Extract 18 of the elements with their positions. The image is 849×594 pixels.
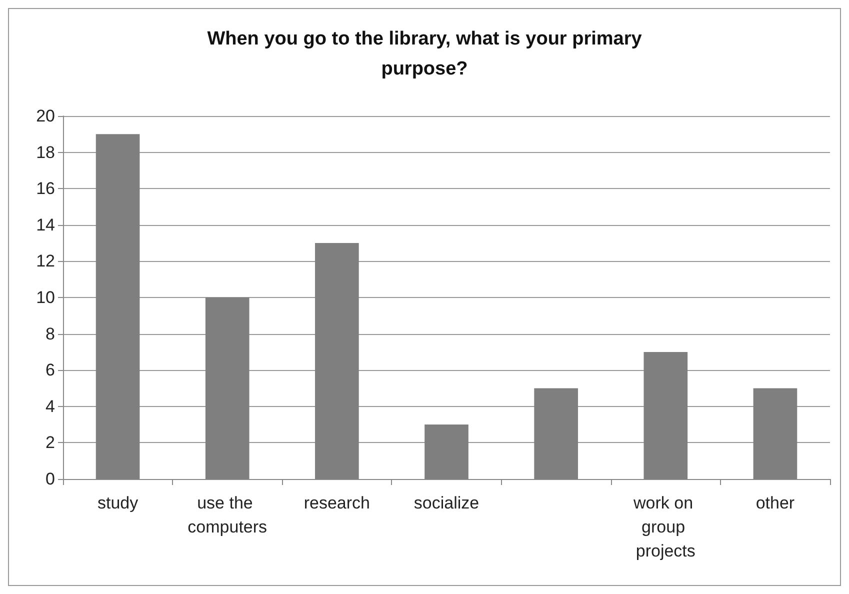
x-tick-label: other <box>756 494 795 512</box>
y-tick-label: 14 <box>36 215 55 234</box>
y-tick-label: 6 <box>46 360 55 380</box>
y-tick-label: 20 <box>36 106 55 126</box>
y-tick-label: 18 <box>36 142 55 162</box>
y-tick-label: 12 <box>36 252 55 271</box>
y-tick-label: 4 <box>46 396 55 416</box>
x-tick-label: socialize <box>414 494 480 512</box>
x-tick-label: research <box>304 494 370 512</box>
y-tick-label: 0 <box>46 470 55 488</box>
y-tick-label: 16 <box>36 179 55 198</box>
x-tick-label: study <box>97 494 139 512</box>
x-tick-label: use the computers <box>188 494 268 536</box>
y-tick-label: 2 <box>46 433 55 452</box>
x-tick-label: work on group projects <box>632 494 698 560</box>
y-tick-label: 10 <box>36 288 55 307</box>
chart-title: When you go to the library, what is your primary purpose? <box>207 28 642 80</box>
y-tick-label: 8 <box>46 324 55 344</box>
